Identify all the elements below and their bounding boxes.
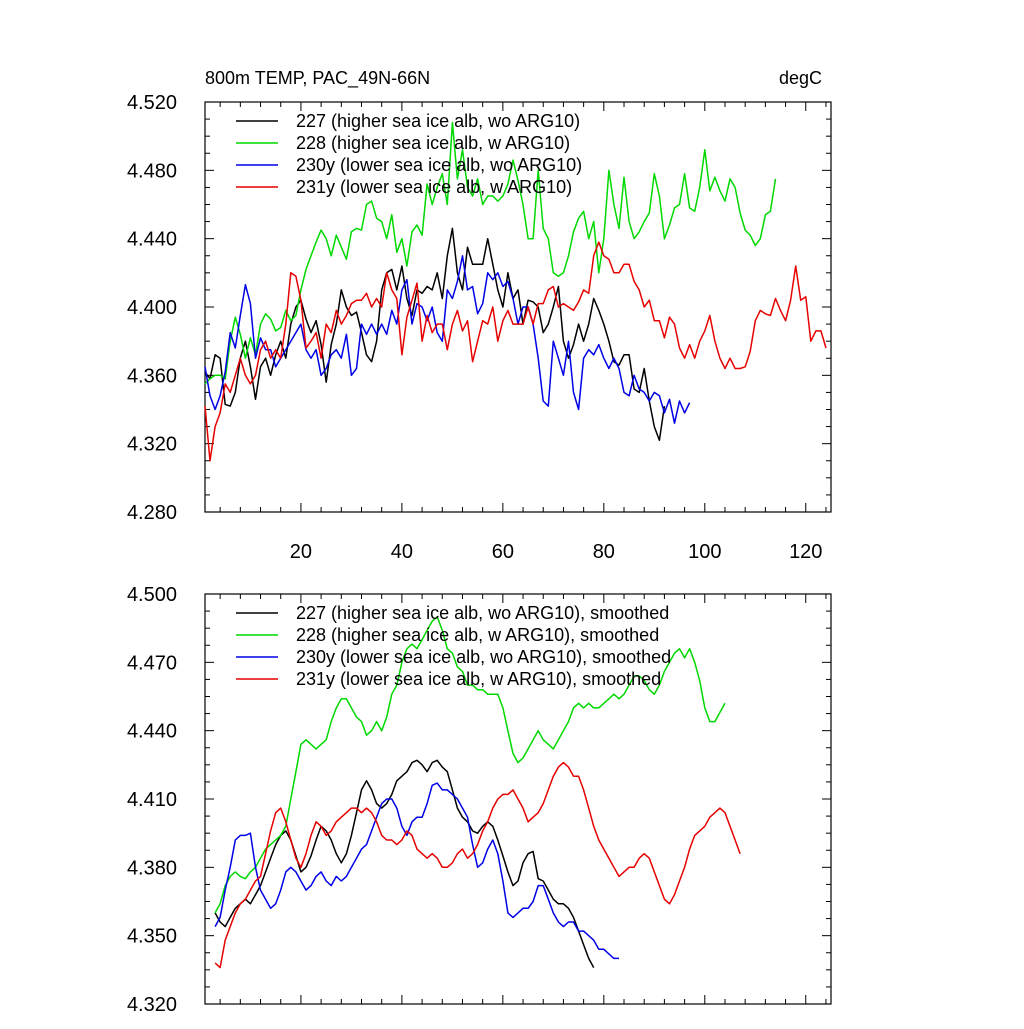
chart-title: 800m TEMP, PAC_49N-66N — [205, 68, 430, 89]
x-tick-label: 20 — [290, 541, 312, 563]
y-tick-label: 4.350 — [127, 926, 177, 948]
series-line-3 — [204, 255, 691, 424]
y-tick-label: 4.360 — [127, 365, 177, 387]
legend-label: 231y (lower sea ice alb, w ARG10) — [296, 177, 572, 197]
x-tick-label: 100 — [688, 541, 721, 563]
y-tick-label: 4.320 — [127, 434, 177, 456]
y-tick-label: 4.470 — [127, 652, 177, 674]
series-line-2 — [214, 616, 726, 914]
x-tick-label: 120 — [789, 541, 822, 563]
legend-label: 230y (lower sea ice alb, wo ARG10), smoo… — [296, 647, 671, 667]
x-tick-label: 40 — [391, 541, 413, 563]
x-tick-label: 80 — [593, 541, 615, 563]
y-tick-label: 4.440 — [127, 229, 177, 251]
series-line-1 — [214, 759, 595, 968]
panel-smoothed: 4.320 4.350 4.380 4.410 4.440 4.470 4.500 227 (… — [127, 584, 832, 1016]
y-tick-label: 4.320 — [127, 994, 177, 1016]
series-line-4 — [214, 761, 741, 969]
legend-label: 228 (higher sea ice alb, w ARG10) — [296, 133, 570, 153]
y-tick-label: 4.480 — [127, 160, 177, 182]
legend-label: 231y (lower sea ice alb, w ARG10), smoot… — [296, 669, 661, 689]
y-tick-label: 4.280 — [127, 502, 177, 524]
y-tick-label: 4.520 — [127, 92, 177, 114]
series-line-3 — [214, 782, 619, 960]
y-tick-label: 4.500 — [127, 584, 177, 606]
y-tick-label: 4.380 — [127, 857, 177, 879]
y-tick-label: 4.440 — [127, 721, 177, 743]
y-tick-label: 4.410 — [127, 789, 177, 811]
units-label: degC — [779, 68, 822, 88]
legend-label: 227 (higher sea ice alb, wo ARG10) — [296, 111, 580, 131]
panel-raw: 800m TEMP, PAC_49N-66N degC 4.280 4.320 4.… — [127, 68, 832, 563]
x-tick-label: 60 — [492, 541, 514, 563]
y-tick-label: 4.400 — [127, 297, 177, 319]
series-line-4 — [204, 241, 827, 462]
series-line-1 — [204, 227, 666, 442]
legend-label: 228 (higher sea ice alb, w ARG10), smoot… — [296, 625, 659, 645]
legend-label: 230y (lower sea ice alb, wo ARG10) — [296, 155, 582, 175]
legend-label: 227 (higher sea ice alb, wo ARG10), smoo… — [296, 603, 669, 623]
